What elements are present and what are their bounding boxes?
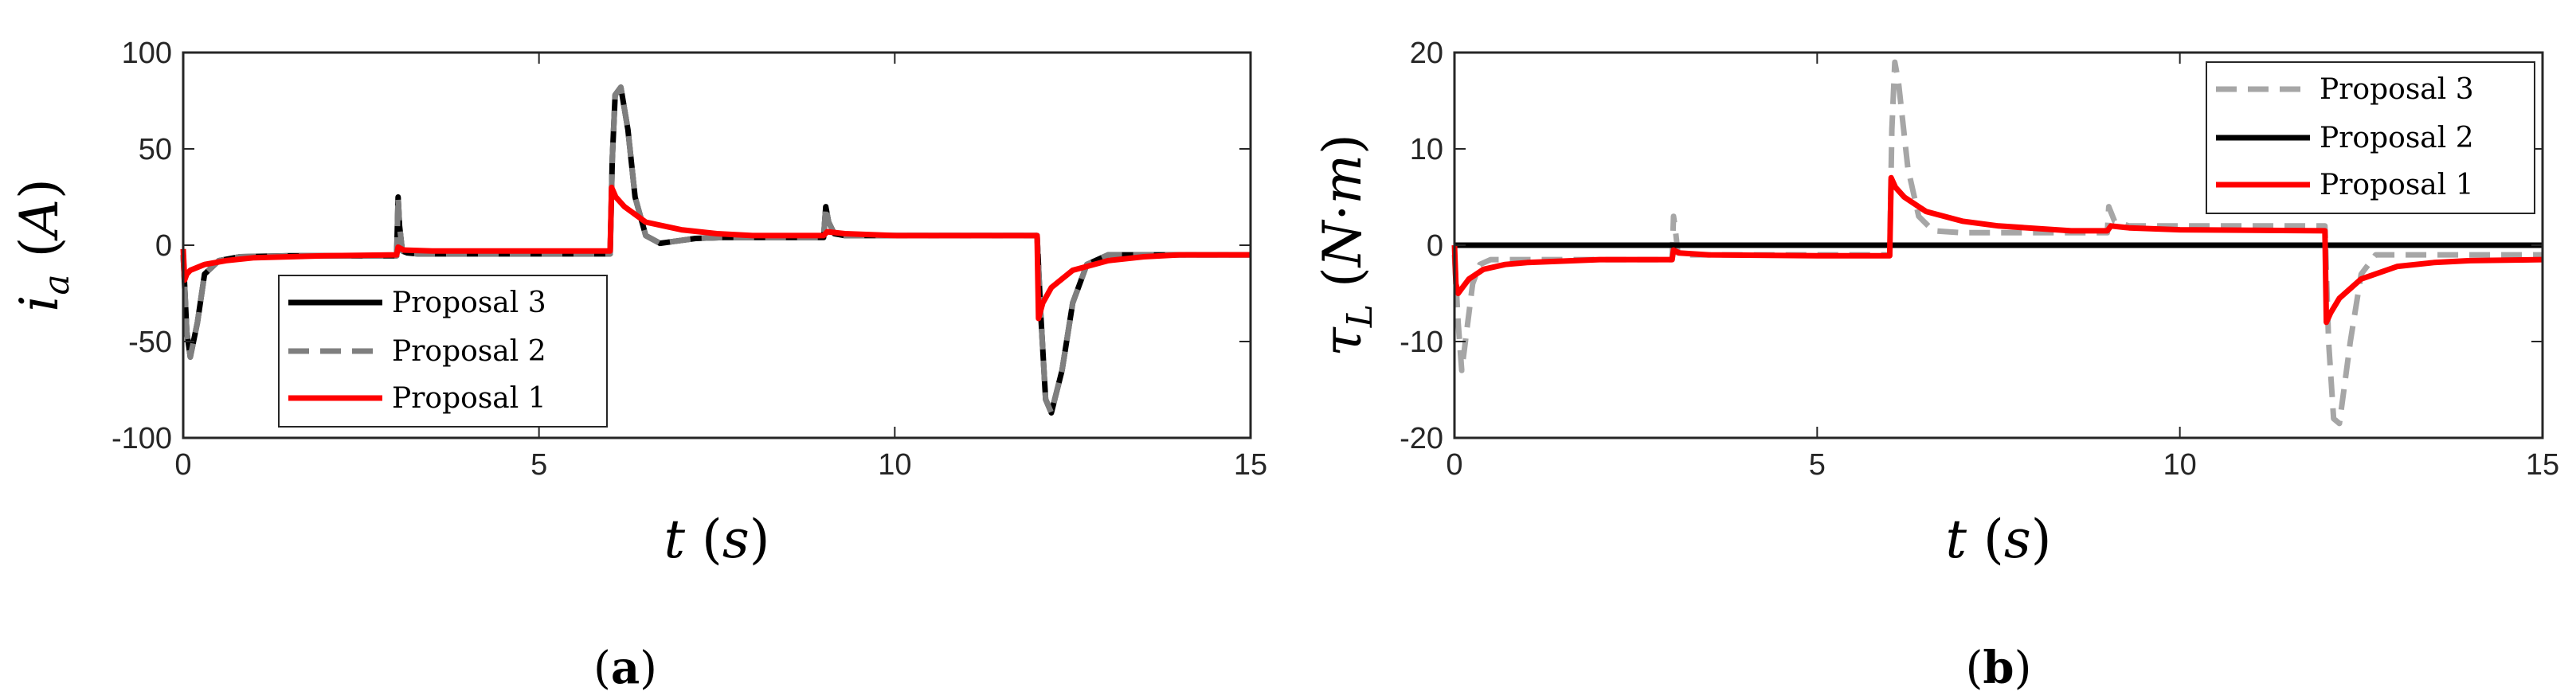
chart-b-xtick-label: 5 bbox=[1809, 448, 1826, 482]
chart-a: 0 5 10 15 100 50 0 -50 -100 ia (A) t (s) Propos… bbox=[9, 37, 1267, 694]
chart-b-xtick-label: 0 bbox=[1446, 448, 1462, 482]
chart-b-series-proposal-3 bbox=[1451, 59, 2543, 427]
chart-a-xlabel: t (s) bbox=[664, 509, 770, 570]
chart-b-series bbox=[1451, 59, 2543, 427]
chart-a-legend-label-proposal-1: Proposal 1 bbox=[392, 382, 546, 415]
chart-b-ytick-label: -10 bbox=[1400, 326, 1443, 359]
chart-b-xticks: 0 5 10 15 bbox=[1446, 53, 2559, 482]
chart-b-legend: Proposal 3 Proposal 2 Proposal 1 bbox=[2206, 61, 2535, 214]
chart-a-ylabel: ia (A) bbox=[9, 178, 77, 312]
chart-a-caption: (a) bbox=[593, 642, 657, 694]
chart-b-caption: (b) bbox=[1966, 642, 2032, 694]
chart-b-ytick-label: 10 bbox=[1410, 133, 1443, 166]
chart-b-xtick-label: 15 bbox=[2526, 448, 2559, 482]
chart-a-series bbox=[180, 84, 1251, 416]
chart-a-yticks: 100 50 0 -50 -100 bbox=[112, 37, 1251, 455]
chart-a-legend-label-proposal-2: Proposal 2 bbox=[392, 335, 546, 368]
chart-b-legend-label-proposal-2: Proposal 2 bbox=[2320, 122, 2474, 154]
chart-a-series-proposal-1 bbox=[180, 184, 1251, 322]
chart-a-ytick-label: 100 bbox=[122, 37, 172, 70]
chart-b-yticks: 20 10 0 -10 -20 bbox=[1400, 37, 2543, 455]
chart-a-ytick-label: 50 bbox=[139, 133, 172, 166]
chart-a-legend: Proposal 3 Proposal 2 Proposal 1 bbox=[278, 275, 608, 428]
chart-b-ytick-label: 0 bbox=[1427, 229, 1443, 263]
chart-a-legend-label-proposal-3: Proposal 3 bbox=[392, 287, 546, 319]
chart-b-legend-label-proposal-1: Proposal 1 bbox=[2320, 169, 2474, 201]
chart-a-ytick-label: -100 bbox=[112, 422, 172, 455]
chart-b: 0 5 10 15 20 10 0 -10 -20 τL (N·m) t (s) Propos… bbox=[1312, 37, 2559, 694]
chart-a-xtick-label: 5 bbox=[530, 448, 547, 482]
chart-a-xticks: 0 5 10 15 bbox=[174, 53, 1267, 482]
chart-b-ytick-label: 20 bbox=[1410, 37, 1443, 70]
chart-b-xlabel: t (s) bbox=[1946, 509, 2052, 570]
chart-a-xtick-label: 10 bbox=[878, 448, 911, 482]
chart-b-ytick-label: -20 bbox=[1400, 422, 1443, 455]
chart-a-ytick-label: 0 bbox=[155, 229, 172, 263]
chart-b-legend-label-proposal-3: Proposal 3 bbox=[2320, 73, 2474, 106]
chart-a-xtick-label: 0 bbox=[174, 448, 191, 482]
chart-a-xtick-label: 15 bbox=[1234, 448, 1267, 482]
chart-b-series-proposal-1 bbox=[1451, 174, 2543, 326]
chart-a-ytick-label: -50 bbox=[128, 326, 172, 359]
chart-b-xtick-label: 10 bbox=[2163, 448, 2197, 482]
chart-b-ylabel: τL (N·m) bbox=[1312, 134, 1380, 357]
